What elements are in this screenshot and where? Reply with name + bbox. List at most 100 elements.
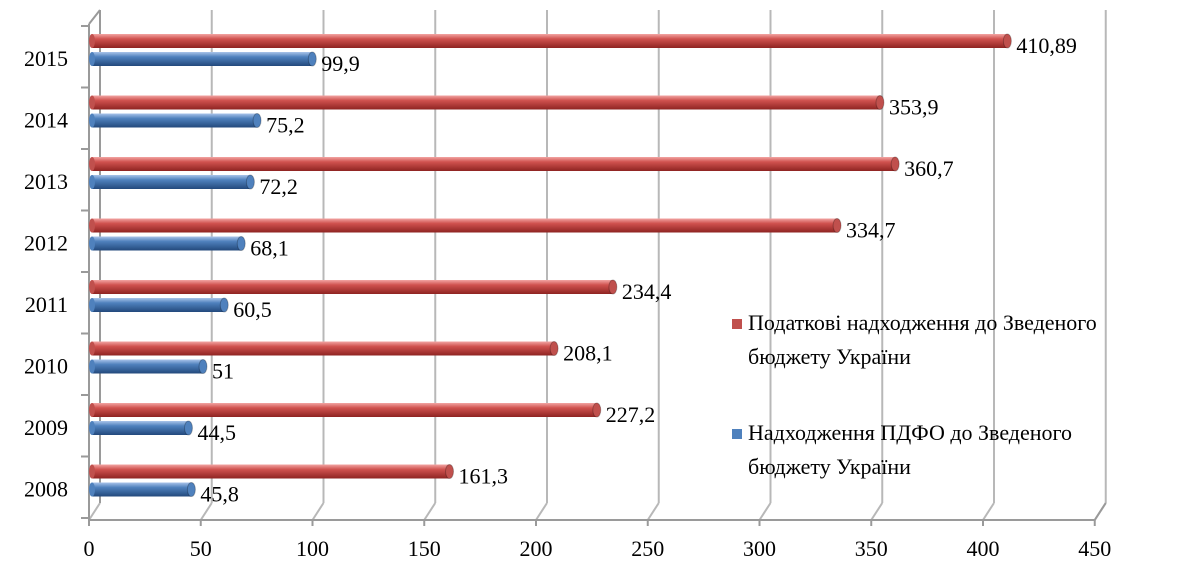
data-label: 234,4 — [622, 279, 672, 304]
bar-red-2009-body — [92, 403, 597, 417]
bar-blue-2012-start — [89, 236, 95, 251]
legend-label: Податкові надходження до Зведеного — [748, 310, 1097, 335]
x-tick-label: 100 — [296, 536, 329, 561]
bar-blue-2013-start — [89, 175, 95, 189]
bar-blue-2012-cap — [236, 236, 246, 251]
data-label: 75,2 — [266, 113, 305, 138]
y-tick-label: 2011 — [25, 292, 68, 317]
floor-gridline — [870, 502, 884, 521]
legend-item: Надходження ПДФО до Зведеного бюджету Укр… — [732, 420, 1072, 479]
bar-blue-2015-cap — [307, 51, 317, 67]
x-tick-label: 200 — [520, 536, 553, 561]
x-tick-label: 400 — [967, 536, 1000, 561]
bar-red-2011-cap — [608, 279, 618, 295]
y-tick-label: 2013 — [24, 169, 68, 194]
bar-red-2015-cap — [1002, 33, 1012, 49]
data-label: 360,7 — [904, 156, 954, 181]
data-label: 60,5 — [233, 297, 272, 322]
legend-swatch — [732, 429, 742, 439]
bar-red-2009-start — [89, 403, 95, 417]
x-tick-label: 250 — [631, 536, 664, 561]
data-label: 334,7 — [846, 218, 896, 243]
bar-blue-2012 — [89, 236, 246, 251]
bar-red-2008-cap — [445, 464, 455, 479]
bar-red-2008-body — [92, 464, 450, 479]
bar-blue-2014-cap — [252, 113, 262, 128]
bar-blue-2013 — [89, 174, 255, 190]
bar-blue-2013-body — [92, 175, 251, 189]
bar-red-2011-body — [92, 280, 613, 294]
bar-blue-2008-cap — [186, 482, 196, 497]
legend-swatch — [732, 319, 742, 329]
bar-blue-2008 — [89, 482, 196, 497]
bar-red-2012-body — [92, 218, 838, 233]
bar-red-2014-body — [92, 95, 880, 110]
bar-blue-2009 — [89, 420, 193, 436]
bar-blue-2009-body — [92, 421, 189, 435]
y-tick-label: 2009 — [24, 415, 68, 440]
x-tick-label: 150 — [408, 536, 441, 561]
data-label: 353,9 — [889, 95, 939, 120]
bar-blue-2014-start — [89, 113, 95, 128]
bar-red-2012 — [89, 218, 842, 233]
floor-gridline — [88, 502, 101, 521]
x-tick-label: 50 — [190, 536, 212, 561]
bar-blue-2010-cap — [198, 359, 208, 374]
bar-red-2012-start — [89, 218, 95, 233]
bar-red-2010-start — [89, 341, 95, 356]
bar-blue-2010-start — [89, 359, 95, 374]
legend-label: бюджету України — [748, 454, 911, 479]
x-tick-label: 0 — [84, 536, 95, 561]
data-label: 51 — [212, 359, 234, 384]
gridlines — [88, 10, 1107, 521]
data-label: 68,1 — [250, 236, 288, 261]
bar-blue-2008-start — [89, 482, 95, 497]
bar-red-2013-body — [92, 157, 896, 171]
data-label: 208,1 — [563, 341, 613, 366]
bar-blue-2009-cap — [183, 420, 193, 436]
bar-blue-2015 — [89, 51, 317, 67]
bar-blue-2008-body — [92, 482, 192, 497]
bar-blue-2014-body — [92, 113, 258, 128]
bar-red-2008 — [89, 464, 455, 479]
bar-blue-2011-cap — [219, 297, 229, 313]
bar-red-2013 — [89, 156, 900, 172]
bar-red-2011-start — [89, 280, 95, 294]
y-tick-label: 2014 — [24, 108, 68, 133]
y-tick-label: 2015 — [24, 46, 68, 71]
bar-blue-2010 — [89, 359, 208, 374]
y-tick-label: 2010 — [24, 354, 68, 379]
data-label: 44,5 — [197, 420, 236, 445]
floor-gridline — [199, 502, 213, 521]
floor-gridline — [311, 502, 325, 521]
bar-red-2015-body — [92, 34, 1008, 48]
bar-red-2010 — [89, 341, 559, 356]
bar-red-2015-start — [89, 34, 95, 48]
bar-blue-2009-start — [89, 421, 95, 435]
bar-blue-2015-body — [92, 52, 313, 66]
legend-label: Надходження ПДФО до Зведеного — [748, 420, 1072, 445]
floor-gridline — [758, 502, 772, 521]
y-tick-label: 2008 — [24, 477, 68, 502]
bar-red-2010-body — [92, 341, 555, 356]
bar-red-2011 — [89, 279, 618, 295]
bar-red-2010-cap — [549, 341, 559, 356]
bars — [89, 33, 1012, 497]
legend-item: Податкові надходження до Зведеного бюджет… — [732, 310, 1097, 369]
bar-red-2012-cap — [832, 218, 842, 233]
data-label: 227,2 — [606, 402, 656, 427]
bar-blue-2013-cap — [245, 174, 255, 190]
legend: Податкові надходження до Зведеного бюджет… — [732, 310, 1097, 479]
bar-red-2013-cap — [890, 156, 900, 172]
bar-blue-2011-start — [89, 298, 95, 312]
data-label: 410,89 — [1016, 33, 1076, 58]
bar-blue-2011-body — [92, 298, 225, 312]
bar-blue-2014 — [89, 113, 262, 128]
bar-red-2014-start — [89, 95, 95, 110]
bar-blue-2012-body — [92, 236, 242, 251]
bar-red-2015 — [89, 33, 1012, 49]
bar-blue-2015-start — [89, 52, 95, 66]
bar-red-2009-cap — [592, 402, 602, 418]
x-tick-label: 300 — [743, 536, 776, 561]
